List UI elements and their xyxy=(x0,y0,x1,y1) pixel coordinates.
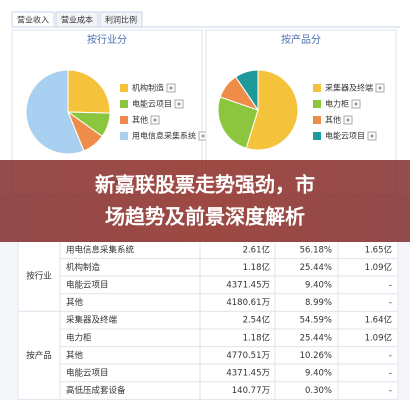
legend-plus xyxy=(354,102,358,106)
table-cell: - xyxy=(389,386,392,396)
table-cell: 1.65亿 xyxy=(365,244,392,255)
table-cell: 56.18% xyxy=(300,245,332,255)
table-cell: 0.30% xyxy=(305,386,332,396)
table-cell: 采集器及终端 xyxy=(66,315,118,326)
legend-label: 用电信息采集系统 xyxy=(132,131,196,141)
group-cell xyxy=(17,240,61,312)
pie-slice xyxy=(25,69,85,155)
legend-plus xyxy=(201,134,205,138)
pie-slice xyxy=(245,69,299,151)
legend-label: 电力柜 xyxy=(325,99,349,109)
legend-swatch xyxy=(120,84,128,92)
panel-title: 按行业分 xyxy=(87,33,127,46)
group-label: 按行业 xyxy=(26,271,52,282)
legend-plus xyxy=(346,118,350,122)
legend-swatch xyxy=(120,100,128,108)
legend-swatch xyxy=(313,100,321,108)
legend-plus xyxy=(378,86,382,90)
table-cell: 电能云项目 xyxy=(66,368,109,379)
table-cell: 2.61亿 xyxy=(243,244,270,255)
table-cell: 1.09亿 xyxy=(365,332,392,343)
legend-swatch xyxy=(313,116,321,124)
table-cell: - xyxy=(389,281,392,291)
table-cell: 1.64亿 xyxy=(365,315,392,326)
banner-line: 新嘉联股票走势强劲，市 xyxy=(95,173,315,197)
table-cell: 25.44% xyxy=(300,333,332,343)
pie-slice xyxy=(217,96,259,149)
legend-label: 电能云项目 xyxy=(325,131,365,141)
tab-label: 利润比例 xyxy=(105,15,137,25)
legend-label: 其他 xyxy=(132,115,148,125)
table-cell: 机构制造 xyxy=(66,262,101,273)
table-cell: 1.18亿 xyxy=(243,332,270,343)
group-label: 按产品 xyxy=(26,350,52,361)
table-cell: 电能云项目 xyxy=(66,280,109,291)
legend-plus xyxy=(169,86,173,90)
table-cell: 9.40% xyxy=(305,369,332,379)
table-cell: 54.59% xyxy=(300,316,332,326)
table-cell: 其他 xyxy=(66,350,84,361)
table-cell: 2.54亿 xyxy=(243,315,270,326)
table-cell: 1.18亿 xyxy=(243,262,270,273)
legend-plus xyxy=(370,134,374,138)
legend-swatch xyxy=(120,132,128,140)
table-cell: 9.40% xyxy=(305,281,332,291)
banner-line: 场趋势及前景深度解析 xyxy=(105,205,305,229)
table-cell: 8.99% xyxy=(305,298,332,308)
tab-label: 营业收入 xyxy=(17,15,49,25)
panel-title: 按产品分 xyxy=(281,33,321,46)
table-cell: 1.09亿 xyxy=(365,262,392,273)
legend-swatch xyxy=(120,116,128,124)
table-cell: 140.77万 xyxy=(232,386,270,396)
legend-label: 机构制造 xyxy=(132,83,164,93)
legend-plus xyxy=(153,118,157,122)
legend-label: 采集器及终端 xyxy=(325,83,373,93)
table-cell: 25.44% xyxy=(300,263,332,273)
group-cell xyxy=(17,310,61,400)
table-cell: 4180.61万 xyxy=(226,298,270,308)
table-cell: 4371.45万 xyxy=(226,369,270,379)
table-cell: 电力柜 xyxy=(66,332,92,343)
legend-label: 其他 xyxy=(325,115,341,125)
table-cell: 用电信息采集系统 xyxy=(66,244,135,255)
legend-swatch xyxy=(313,132,321,140)
tab-label: 营业成本 xyxy=(61,15,93,25)
tab[interactable] xyxy=(99,11,143,28)
legend-plus xyxy=(177,102,181,106)
pie-slice xyxy=(67,69,111,114)
legend-swatch xyxy=(313,84,321,92)
table-cell: - xyxy=(389,298,392,308)
tab[interactable] xyxy=(55,11,99,28)
table-cell: 高低压成套设备 xyxy=(66,385,126,396)
table-cell: - xyxy=(389,369,392,379)
table-cell: 其他 xyxy=(66,297,84,308)
banner xyxy=(0,160,410,242)
table-cell: 4371.45万 xyxy=(226,281,270,291)
tab[interactable] xyxy=(11,11,55,28)
legend-label: 电能云项目 xyxy=(132,99,172,109)
table-cell: 10.26% xyxy=(300,351,332,361)
pie-slice xyxy=(234,69,259,112)
table-cell: 4770.51万 xyxy=(226,351,270,361)
table-cell: - xyxy=(389,351,392,361)
